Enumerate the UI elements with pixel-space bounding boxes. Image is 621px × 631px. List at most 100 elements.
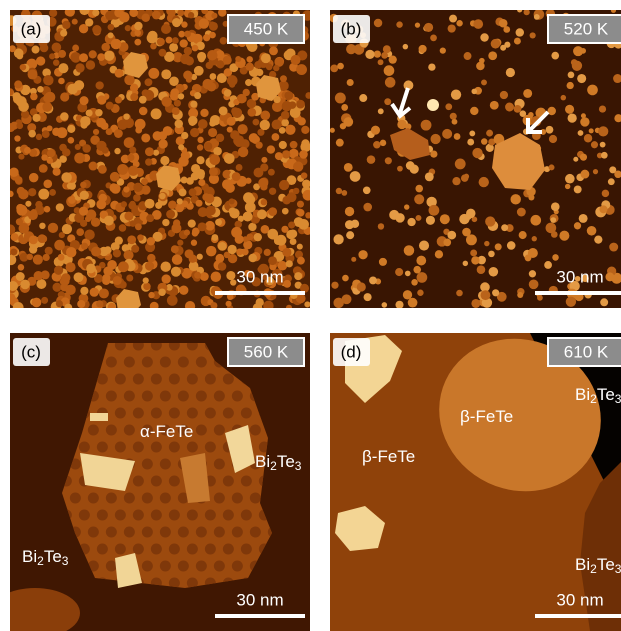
cluster xyxy=(445,103,452,110)
cluster xyxy=(184,229,190,235)
cluster xyxy=(347,79,354,86)
cluster xyxy=(42,130,50,138)
cluster xyxy=(216,134,224,142)
cluster xyxy=(358,250,367,259)
cluster xyxy=(161,96,171,106)
cluster xyxy=(62,21,70,29)
moire-spot xyxy=(160,527,171,538)
cluster xyxy=(549,164,555,170)
cluster xyxy=(517,292,523,298)
cluster xyxy=(16,205,27,216)
cluster xyxy=(62,224,72,234)
cluster xyxy=(129,201,135,207)
cluster xyxy=(258,178,268,188)
annotation-text: Bi xyxy=(22,547,37,566)
cluster xyxy=(537,295,543,301)
cluster xyxy=(177,198,183,204)
cluster xyxy=(383,45,391,53)
panel: (c)560 K30 nmα-FeTeBi2Te3Bi2Te3 xyxy=(0,333,310,631)
cluster xyxy=(75,144,81,150)
cluster xyxy=(92,9,99,16)
cluster xyxy=(208,128,217,137)
cluster xyxy=(256,142,263,149)
cluster xyxy=(471,256,479,264)
cluster xyxy=(113,276,122,285)
cluster xyxy=(589,128,594,133)
cluster xyxy=(587,85,598,96)
cluster xyxy=(97,53,105,61)
panel-label: (a) xyxy=(21,19,42,38)
cluster xyxy=(142,14,150,22)
cluster xyxy=(99,288,109,298)
cluster xyxy=(552,254,559,261)
cluster xyxy=(500,91,508,99)
moire-spot xyxy=(223,374,234,385)
cluster xyxy=(253,303,263,313)
cluster xyxy=(602,190,609,197)
cluster xyxy=(18,264,25,271)
cluster xyxy=(489,267,499,277)
cluster xyxy=(476,62,485,71)
cluster xyxy=(378,223,384,229)
cluster xyxy=(75,63,84,72)
cluster xyxy=(528,248,538,258)
cluster xyxy=(517,7,522,12)
cluster xyxy=(600,142,606,148)
moire-spot xyxy=(133,476,144,487)
cluster xyxy=(79,5,89,15)
cluster xyxy=(211,302,218,309)
moire-spot xyxy=(142,459,153,470)
annotation-text: Bi xyxy=(575,555,590,574)
cluster xyxy=(272,120,282,130)
cluster xyxy=(108,32,114,38)
cluster xyxy=(301,172,308,179)
cluster xyxy=(369,276,377,284)
cluster xyxy=(248,254,257,263)
cluster xyxy=(121,201,127,207)
cluster xyxy=(430,35,437,42)
cluster xyxy=(53,59,59,65)
cluster xyxy=(218,262,226,270)
cluster xyxy=(190,101,197,108)
cluster xyxy=(171,267,181,277)
cluster xyxy=(166,37,173,44)
cluster xyxy=(267,145,275,153)
cluster xyxy=(196,156,204,164)
cluster xyxy=(546,126,554,134)
moire-spot xyxy=(142,493,153,504)
cluster xyxy=(415,215,421,221)
cluster xyxy=(472,148,482,158)
cluster xyxy=(492,289,499,296)
moire-spot xyxy=(232,527,243,538)
cluster xyxy=(242,248,249,255)
cluster xyxy=(76,228,84,236)
cluster xyxy=(480,33,488,41)
cluster xyxy=(203,34,210,41)
cluster xyxy=(27,254,33,260)
cluster xyxy=(108,24,115,31)
moire-spot xyxy=(205,544,216,555)
cluster xyxy=(18,189,28,199)
cluster xyxy=(229,198,235,204)
cluster xyxy=(486,130,493,137)
cluster xyxy=(155,202,162,209)
cluster xyxy=(172,107,180,115)
cluster xyxy=(190,128,199,137)
cluster xyxy=(100,196,106,202)
annotation-subscript: 3 xyxy=(295,459,302,473)
cluster xyxy=(430,134,440,144)
cluster xyxy=(85,216,91,222)
cluster xyxy=(8,281,18,291)
cluster xyxy=(577,74,586,83)
cluster xyxy=(297,209,305,217)
cluster xyxy=(565,174,575,184)
moire-spot xyxy=(250,493,261,504)
cluster xyxy=(145,78,153,86)
cluster xyxy=(397,166,403,172)
cluster xyxy=(330,128,335,133)
cluster xyxy=(181,151,190,160)
cluster xyxy=(174,100,181,107)
cluster xyxy=(296,64,307,75)
moire-spot xyxy=(160,357,171,368)
cluster xyxy=(528,112,534,118)
